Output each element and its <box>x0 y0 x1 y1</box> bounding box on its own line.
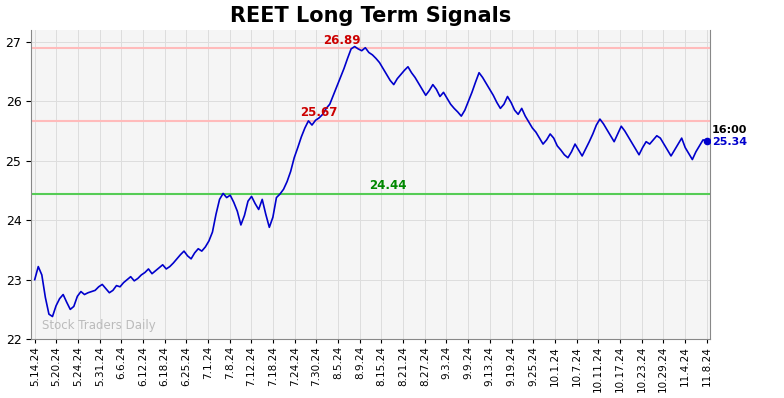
Text: 26.89: 26.89 <box>323 33 361 47</box>
Title: REET Long Term Signals: REET Long Term Signals <box>230 6 511 25</box>
Text: 25.34: 25.34 <box>712 137 747 147</box>
Text: Stock Traders Daily: Stock Traders Daily <box>42 319 155 332</box>
Text: 16:00: 16:00 <box>712 125 747 135</box>
Text: 24.44: 24.44 <box>369 179 407 192</box>
Point <box>700 137 713 144</box>
Text: 25.67: 25.67 <box>299 106 337 119</box>
